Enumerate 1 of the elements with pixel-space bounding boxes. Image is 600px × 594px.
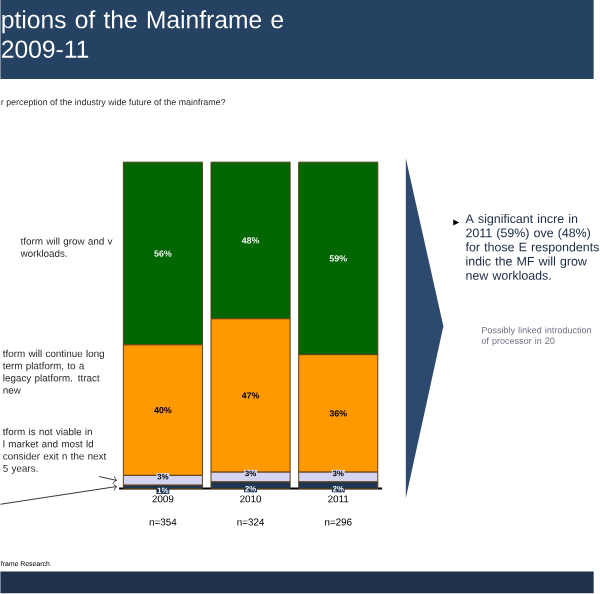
- chart-title: ptions of the Mainframe e 2009-11: [2, 10, 284, 59]
